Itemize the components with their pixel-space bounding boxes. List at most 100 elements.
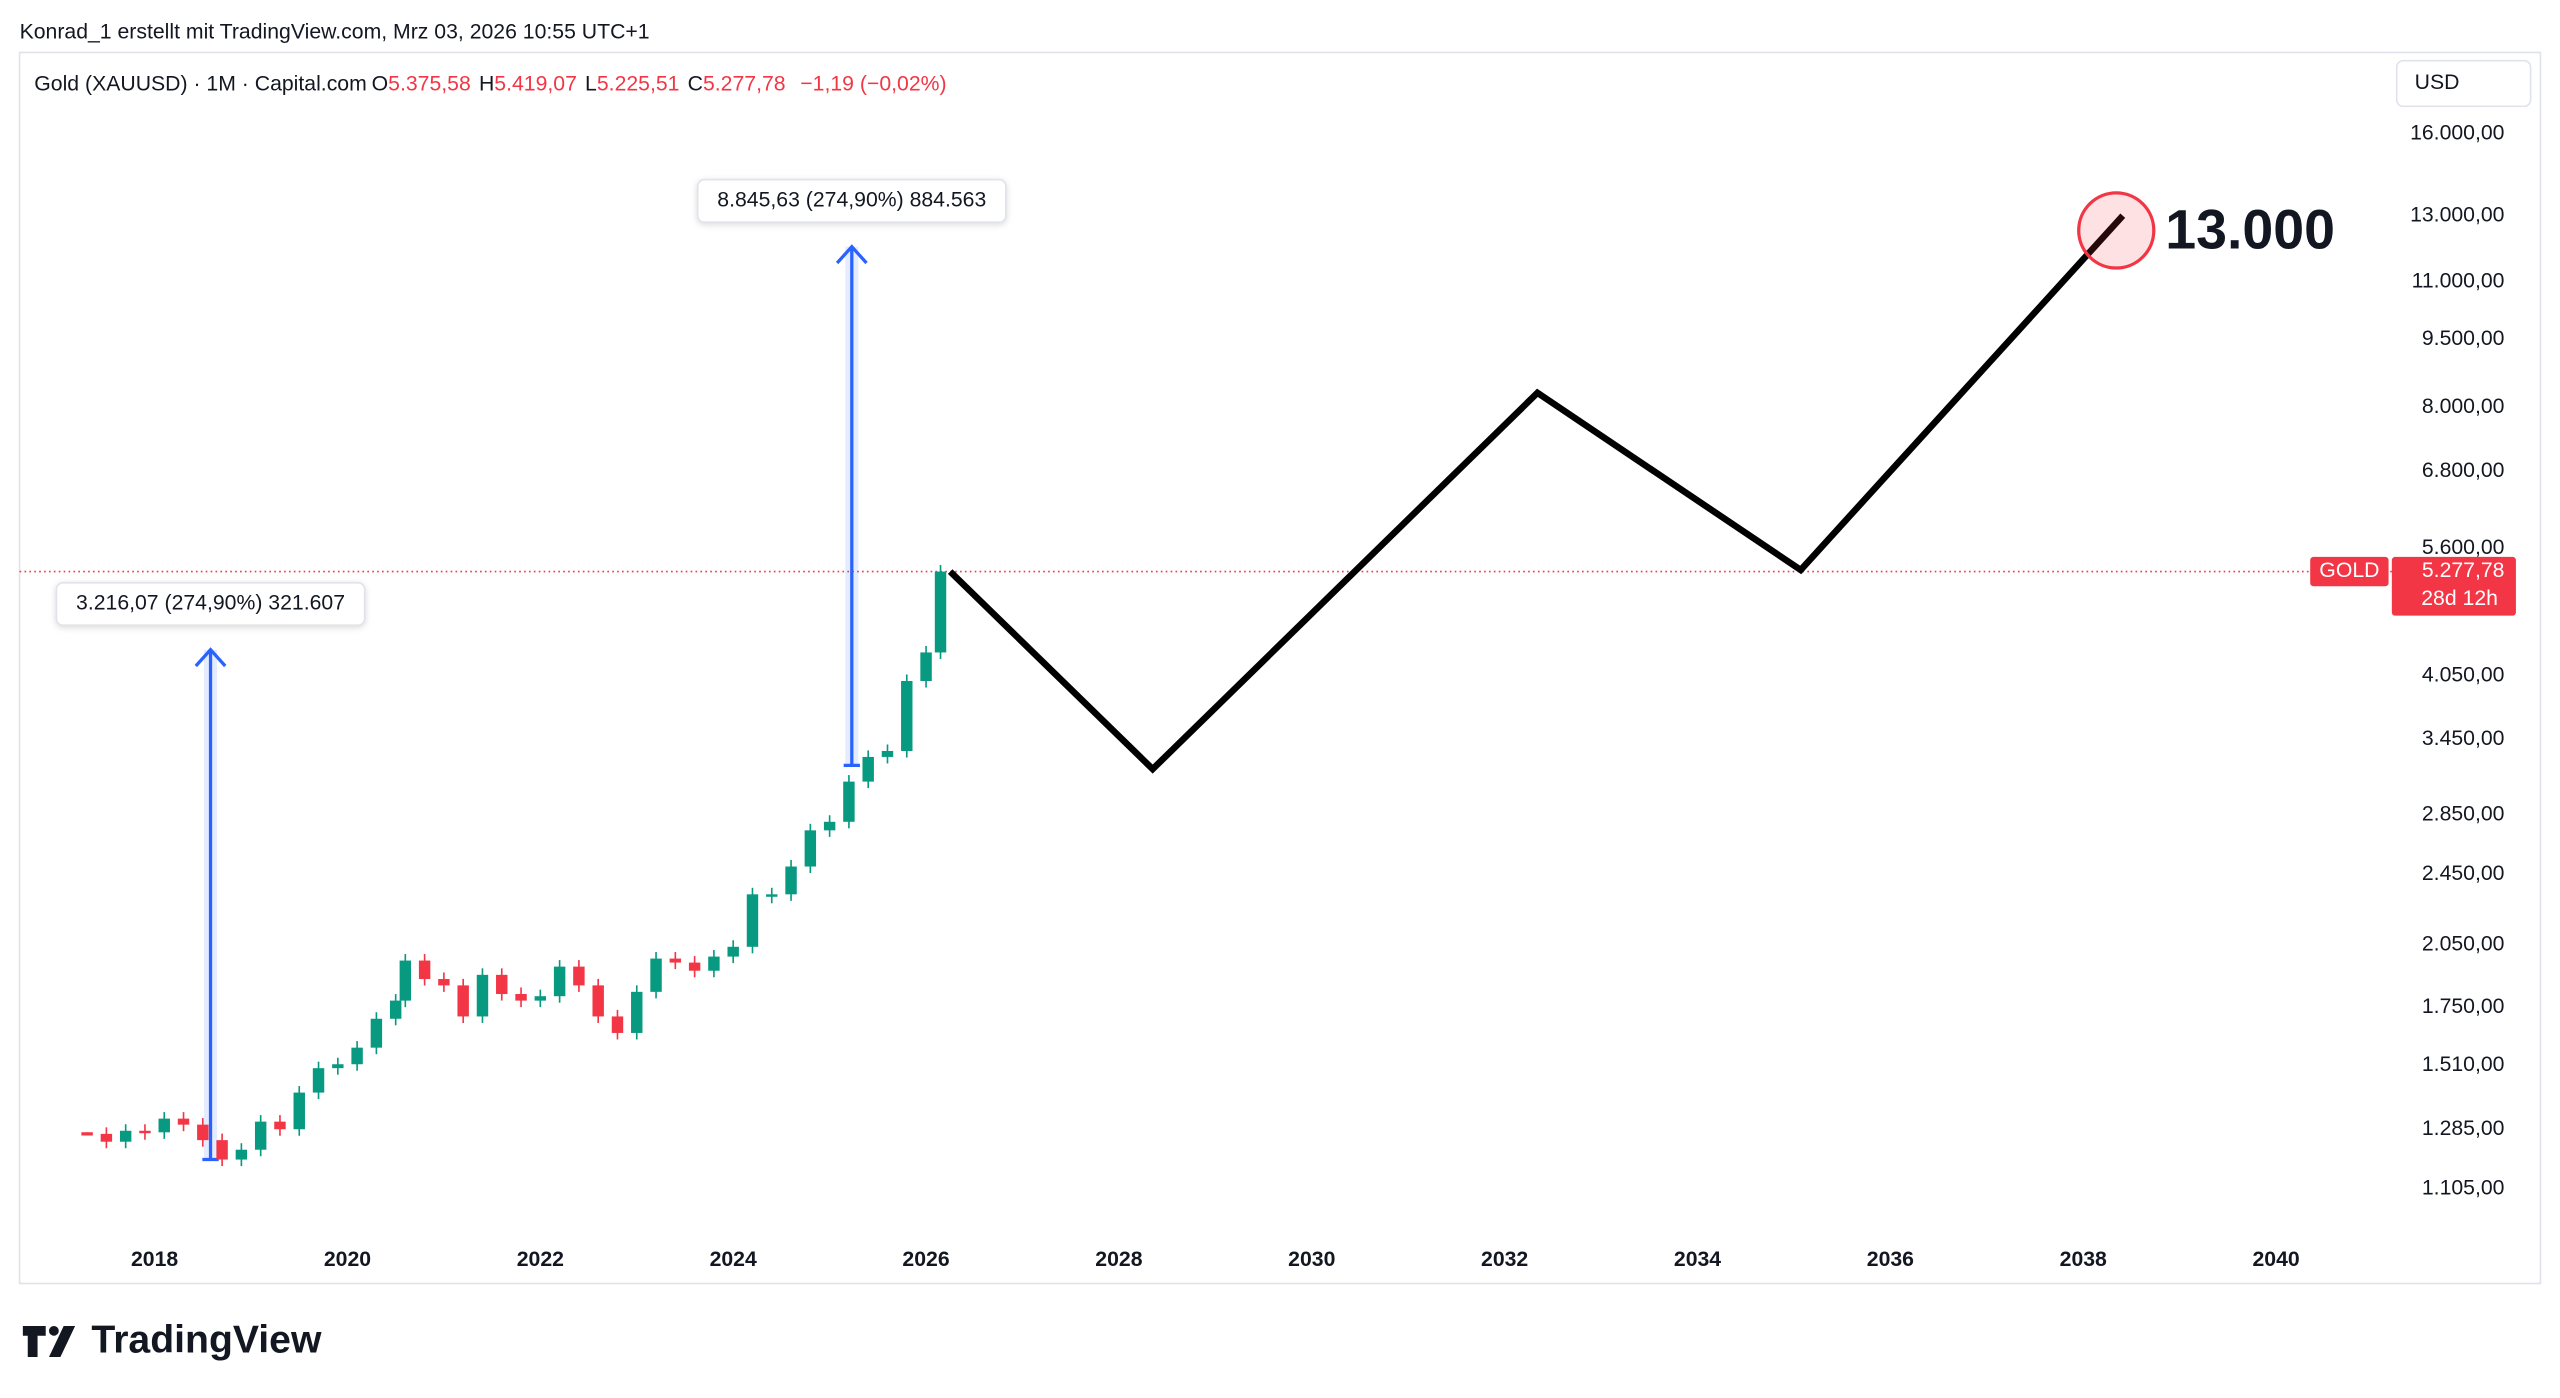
candle: [235, 1149, 248, 1160]
candle: [573, 966, 585, 986]
x-tick-label: 2026: [902, 1248, 949, 1271]
logo-text: TradingView: [91, 1319, 322, 1362]
tag-price: 5.277,78: [2422, 559, 2505, 582]
x-tick-label: 2036: [1867, 1248, 1914, 1271]
y-tick-label: 6.800,00: [2422, 459, 2505, 482]
logo-dot: [48, 1325, 59, 1336]
candle: [804, 830, 817, 867]
candle: [901, 680, 913, 751]
x-tick-label: 2032: [1481, 1248, 1528, 1271]
y-tick-label: 13.000,00: [2410, 203, 2504, 226]
candle: [81, 1132, 93, 1136]
tag-name: GOLD: [2319, 559, 2379, 582]
arrow-head: [194, 647, 227, 668]
chart-frame: [18, 51, 2542, 1285]
candle: [611, 1016, 624, 1033]
x-tick-label: 2034: [1674, 1248, 1721, 1271]
candle: [934, 571, 947, 653]
candle: [496, 974, 508, 995]
x-tick-label: 2040: [2253, 1248, 2300, 1271]
x-tick-label: 2020: [324, 1248, 371, 1271]
ohlc-value: 5.277,78: [703, 73, 786, 96]
attribution: Konrad_1 erstellt mit TradingView.com, M…: [20, 20, 650, 43]
y-tick-label: 3.450,00: [2422, 727, 2505, 750]
target-annotation: 13.000: [2165, 198, 2335, 260]
ohlc-label: L: [585, 73, 597, 96]
tag-price-box: [2391, 556, 2516, 616]
x-tick-label: 2024: [710, 1248, 757, 1271]
ohlc-label: H: [479, 73, 494, 96]
candle: [862, 756, 874, 782]
ohlc-value: 5.375,58: [388, 73, 471, 96]
candle: [881, 750, 894, 757]
candle: [100, 1133, 113, 1142]
candle: [766, 894, 778, 897]
label-box: [696, 178, 1007, 223]
candle: [158, 1118, 170, 1133]
candle: [332, 1064, 344, 1069]
candle: [254, 1121, 267, 1150]
ohlc-value: 5.225,51: [597, 73, 680, 96]
candle: [920, 652, 932, 681]
y-tick-label: 1.105,00: [2422, 1176, 2505, 1199]
y-tick-label: 8.000,00: [2422, 395, 2505, 418]
y-tick-label: 1.285,00: [2422, 1117, 2505, 1140]
ohlc-value: 5.419,07: [494, 73, 577, 96]
ohlc-label: O: [372, 73, 389, 96]
candle: [312, 1068, 325, 1093]
candle: [197, 1124, 209, 1141]
candle: [389, 1000, 402, 1019]
y-tick-label: 16.000,00: [2410, 121, 2504, 144]
candle: [785, 866, 797, 895]
currency: USD: [2415, 71, 2460, 94]
candle: [650, 958, 662, 992]
candle: [534, 996, 547, 1001]
y-tick-label: 11.000,00: [2412, 269, 2505, 292]
candle: [457, 985, 469, 1017]
label-text: 3.216,07 (274,90%) 321.607: [76, 592, 345, 615]
logo: TradingView: [22, 1319, 322, 1362]
y-tick-label: 2.050,00: [2422, 932, 2505, 955]
candle: [438, 979, 450, 986]
target-circle: [2077, 191, 2156, 270]
price-tag: GOLD 5.277,78 28d 12h: [2310, 556, 2516, 616]
label-box: [55, 581, 366, 627]
arrow-head: [835, 244, 868, 265]
candle: [708, 956, 720, 971]
y-tick-label: 9.500,00: [2422, 327, 2505, 350]
projection-line: [947, 213, 2126, 774]
candle: [216, 1140, 228, 1160]
candle: [515, 994, 527, 1001]
currency-box[interactable]: [2395, 59, 2532, 108]
x-tick-label: 2018: [131, 1248, 178, 1271]
candle: [746, 894, 759, 947]
measure-label: 3.216,07 (274,90%) 321.607: [55, 581, 366, 627]
y-tick-label: 2.850,00: [2422, 802, 2505, 825]
measure-label: 8.845,63 (274,90%) 884.563: [696, 178, 1007, 223]
y-tick-label: 2.450,00: [2422, 862, 2505, 885]
symbol: Gold (XAUUSD) · 1M · Capital.com: [34, 73, 366, 96]
candle: [293, 1092, 305, 1130]
x-tick-label: 2028: [1095, 1248, 1142, 1271]
x-tick-label: 2030: [1288, 1248, 1335, 1271]
candle: [631, 991, 643, 1033]
candle: [688, 962, 701, 971]
y-tick-label: 4.050,00: [2422, 664, 2505, 687]
logo-icon: [22, 1325, 76, 1357]
candle: [177, 1118, 190, 1125]
candle: [139, 1130, 151, 1134]
candle: [727, 946, 739, 957]
candle: [476, 974, 489, 1017]
y-tick-label: 1.750,00: [2422, 995, 2505, 1018]
tag-name-box: [2310, 556, 2389, 587]
change: −1,19 (−0,02%): [800, 73, 946, 96]
candle: [823, 821, 836, 831]
y-tick-label: 1.510,00: [2422, 1053, 2505, 1076]
y-tick-label: 5.600,00: [2422, 536, 2505, 559]
x-tick-label: 2038: [2060, 1248, 2107, 1271]
candle: [399, 960, 412, 1001]
candle: [274, 1121, 286, 1130]
x-tick-label: 2022: [517, 1248, 564, 1271]
